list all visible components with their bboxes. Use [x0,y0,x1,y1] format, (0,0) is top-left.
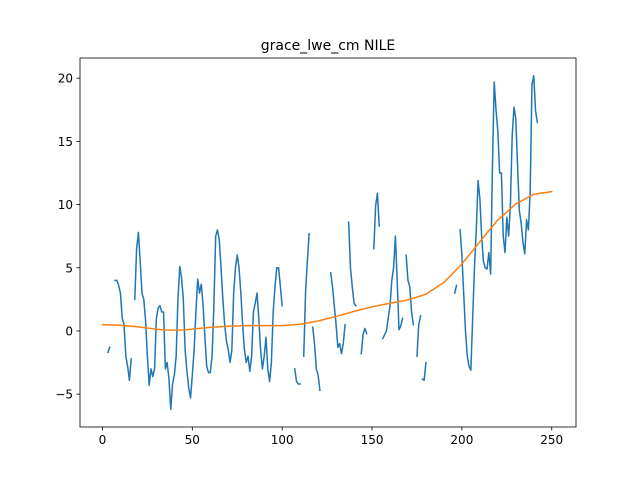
series-0-line-segment-0 [106,346,111,354]
series-0-line-segment-7 [347,221,357,307]
y-tick-label: −5 [55,388,73,402]
x-tick-label: 100 [271,433,294,447]
x-tick-label: 0 [99,433,107,447]
series-0-line-segment-13 [421,361,427,381]
series-0-line-segment-11 [405,254,415,326]
x-tick-label: 50 [185,433,200,447]
y-tick-label: 10 [58,198,73,212]
series-0-line-segment-1 [114,279,133,381]
series-1-line-segment-0 [101,190,553,331]
y-tick-label: 5 [65,261,73,275]
y-tick-label: 20 [58,72,73,86]
plot-area [101,74,553,411]
series-0-line-segment-12 [416,314,422,358]
series-0-line-segment-15 [459,74,539,371]
axes-frame [79,57,577,428]
axes: 0 50 100 150 200 250 −5 0 5 10 15 20 [55,57,577,447]
series-0-line-segment-5 [311,326,321,392]
x-tick-label: 250 [540,433,563,447]
y-tick-label: 0 [65,324,73,338]
series-0-line-segment-3 [293,368,301,385]
series-0-line-segment-9 [373,192,381,250]
x-tick-label: 200 [450,433,473,447]
series-0-line-segment-14 [453,284,458,294]
series-0-line-segment-4 [302,232,310,358]
series-0-line-segment-10 [381,235,404,340]
x-tick-label: 150 [361,433,384,447]
series-0-line-segment-8 [360,327,368,355]
series-0-line-segment-2 [134,229,283,411]
chart-title: grace_lwe_cm NILE [261,38,396,54]
y-tick-label: 15 [58,135,73,149]
series-0-line-segment-6 [329,271,346,355]
series-group [101,74,553,411]
